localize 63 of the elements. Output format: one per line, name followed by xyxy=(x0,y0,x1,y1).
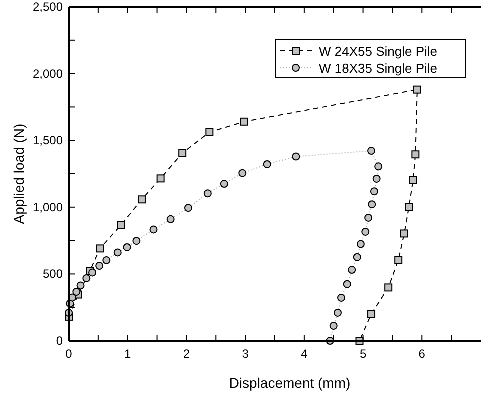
x-tick-label: 0 xyxy=(66,347,73,361)
x-tick-label: 1 xyxy=(124,347,132,361)
point xyxy=(220,180,228,188)
point xyxy=(394,256,403,264)
point xyxy=(82,274,91,282)
point xyxy=(368,147,376,156)
point xyxy=(372,174,381,183)
point xyxy=(102,256,111,264)
point xyxy=(330,322,338,330)
point xyxy=(96,262,104,270)
point xyxy=(368,310,376,318)
x-tick-label: 3 xyxy=(242,347,250,361)
point xyxy=(117,221,126,230)
point xyxy=(405,203,414,211)
x-tick-label: 2 xyxy=(183,347,190,361)
point xyxy=(409,176,418,184)
point xyxy=(374,162,383,171)
point xyxy=(353,253,362,262)
y-tick-label: 2,500 xyxy=(32,0,64,14)
x-tick-label: 4 xyxy=(301,347,308,361)
point xyxy=(96,244,104,253)
x-tick-label: 6 xyxy=(418,347,426,361)
point xyxy=(338,294,346,302)
point xyxy=(184,204,192,212)
y-tick-label: 2,000 xyxy=(32,66,64,81)
y-tick-label: 1,000 xyxy=(32,200,64,214)
point xyxy=(123,243,132,252)
point xyxy=(362,228,370,236)
point xyxy=(334,308,342,317)
legend-label: W 18X35 Single Pile xyxy=(319,61,438,76)
point xyxy=(364,214,373,222)
x-axis-title: Displacement (mm) xyxy=(229,375,351,391)
y-tick-label: 500 xyxy=(42,267,64,282)
legend-label: W 24X55 Single Pile xyxy=(319,44,438,59)
point xyxy=(343,280,352,288)
point xyxy=(240,118,248,126)
point xyxy=(156,174,165,183)
point xyxy=(412,150,420,159)
y-tick-label: 1,500 xyxy=(32,134,64,148)
point xyxy=(348,266,356,274)
point xyxy=(88,268,97,277)
x-tick-label: 5 xyxy=(360,347,367,361)
y-tick-label: 0 xyxy=(56,334,64,348)
point xyxy=(368,200,376,209)
point xyxy=(384,284,393,292)
point xyxy=(206,128,214,136)
point xyxy=(150,226,158,234)
point xyxy=(132,237,141,246)
point xyxy=(178,149,187,158)
y-axis-title: Applied load (N) xyxy=(11,124,27,224)
point xyxy=(114,248,122,257)
point xyxy=(72,288,81,296)
point xyxy=(292,152,300,161)
point xyxy=(263,160,272,169)
point xyxy=(204,190,212,198)
point xyxy=(238,169,247,178)
point xyxy=(166,215,175,224)
point xyxy=(76,282,85,290)
point xyxy=(400,230,408,238)
point xyxy=(370,188,378,196)
point xyxy=(413,86,422,94)
point xyxy=(138,196,146,204)
point xyxy=(356,240,365,248)
